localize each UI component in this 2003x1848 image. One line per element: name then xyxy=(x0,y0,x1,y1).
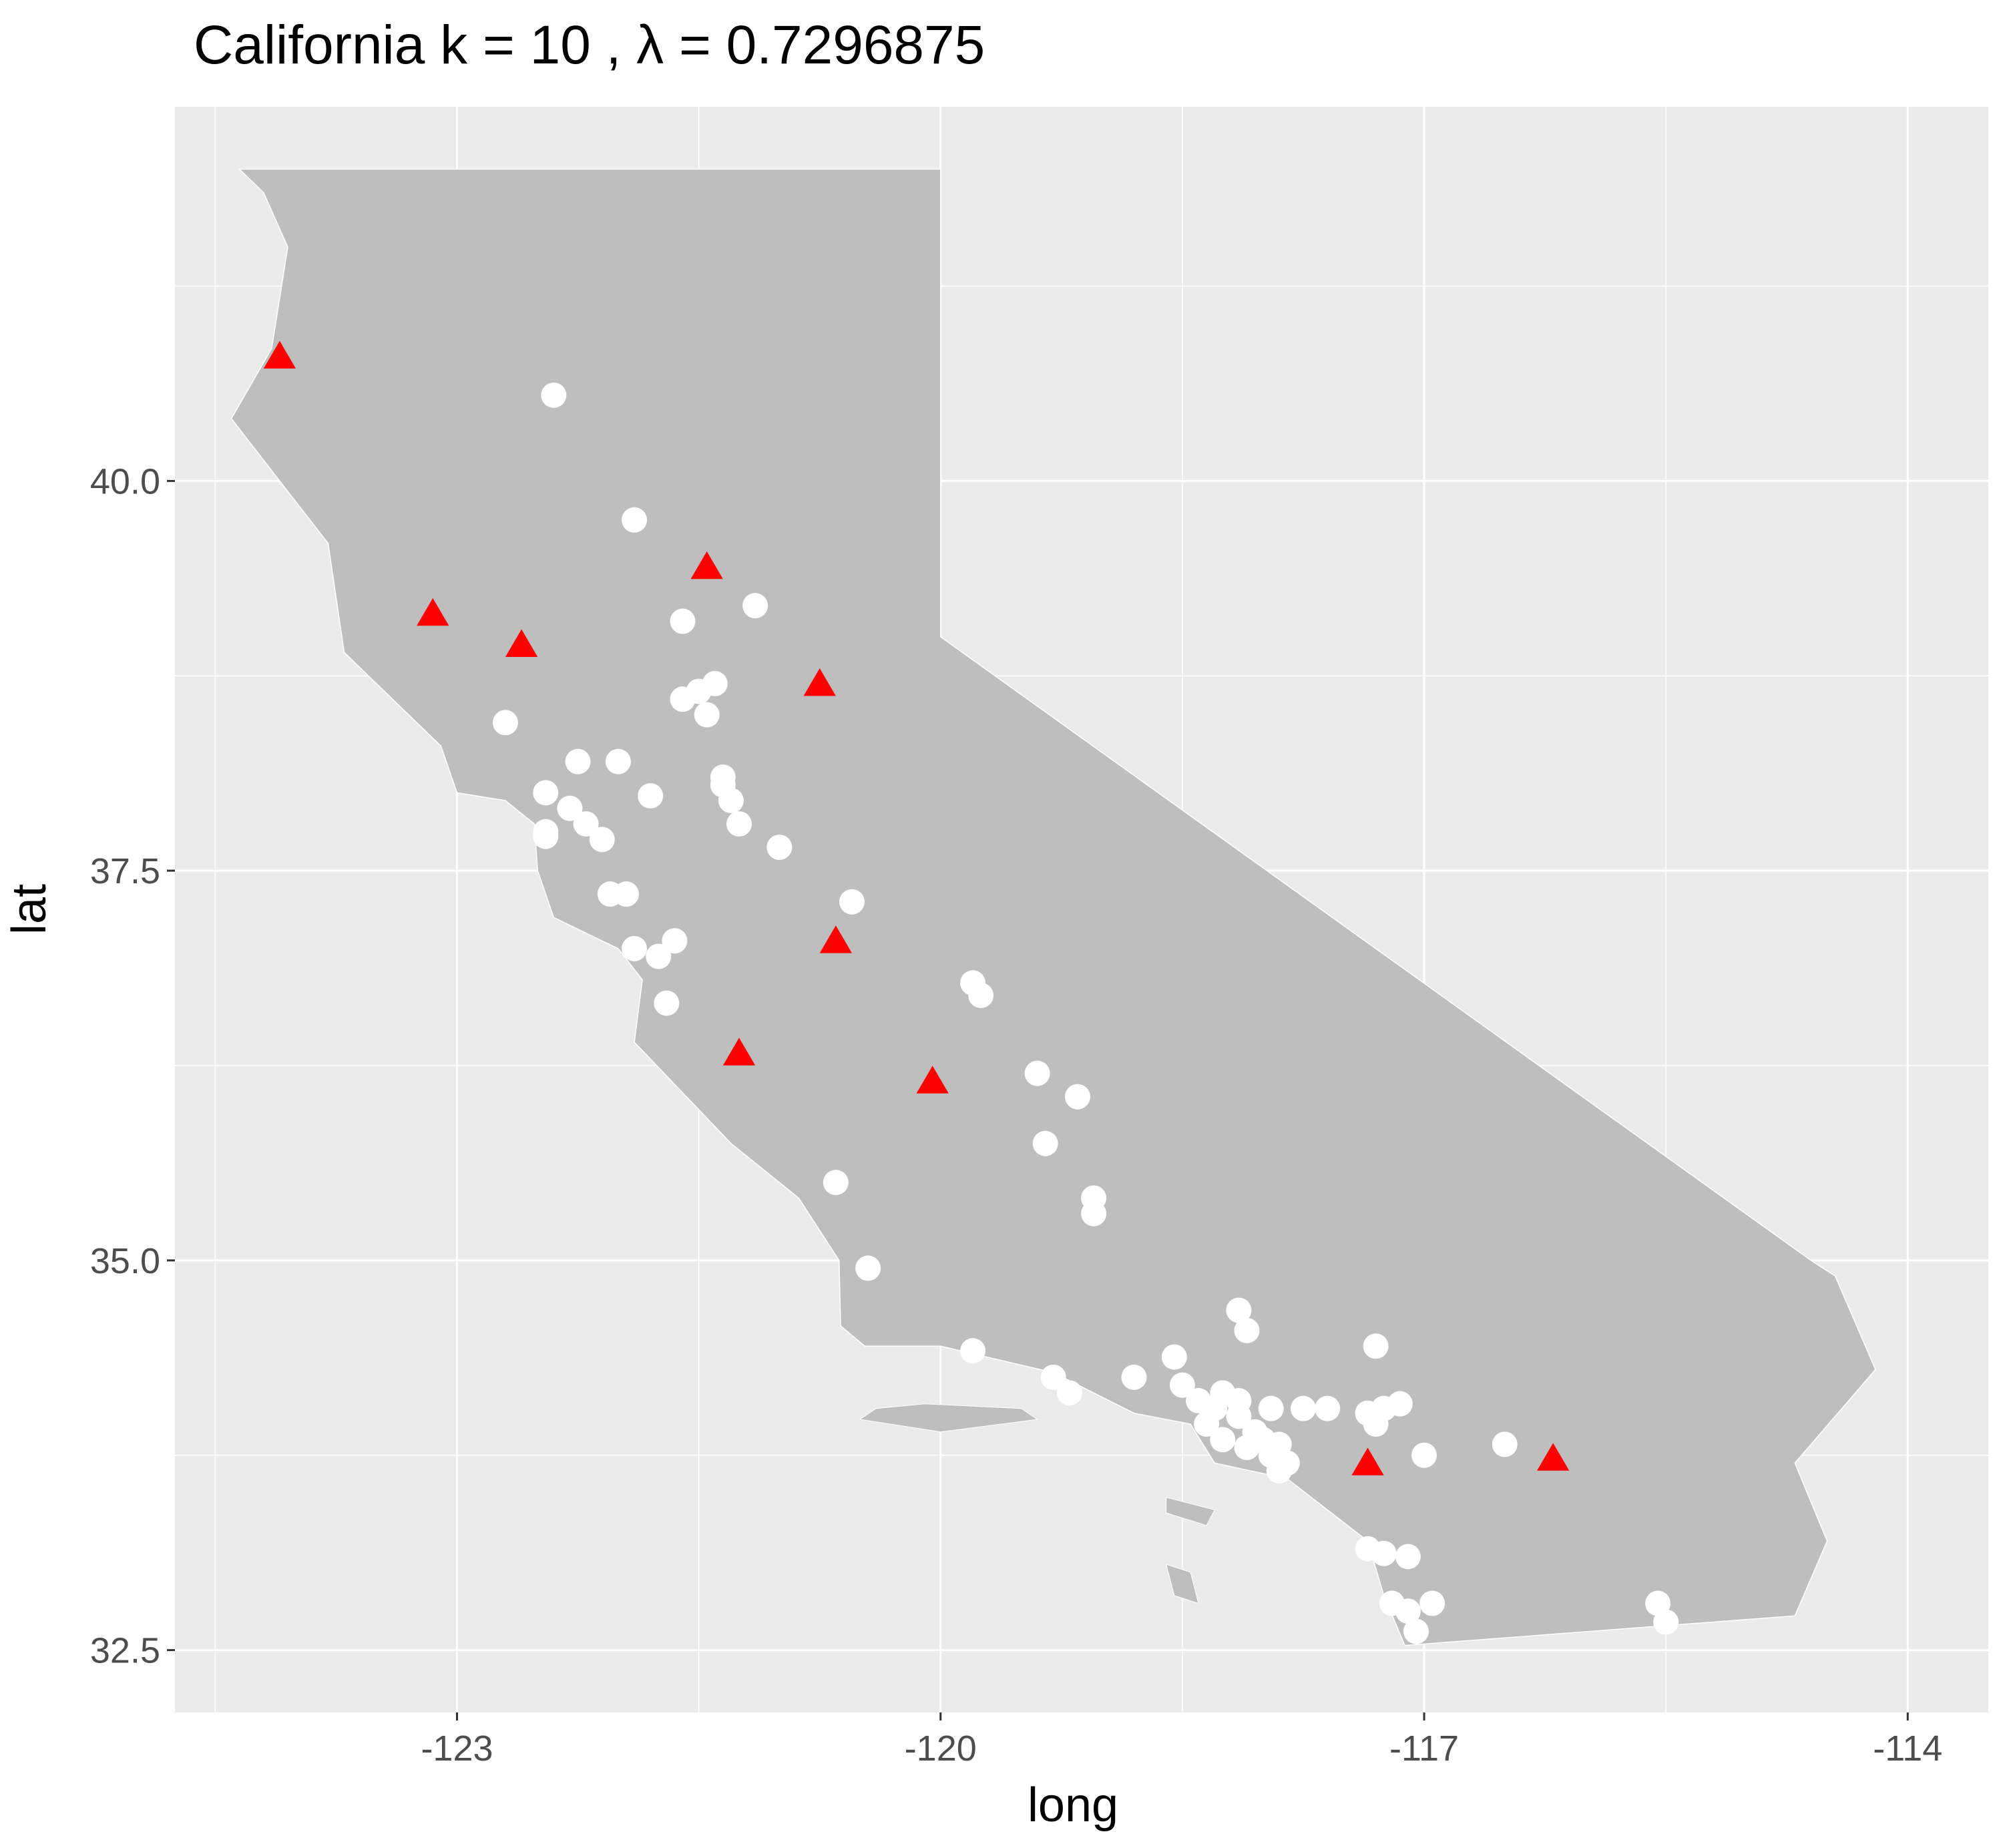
california-map xyxy=(230,168,1876,1646)
y-tick-label: 37.5 xyxy=(90,851,160,891)
island-shape xyxy=(1166,1497,1215,1526)
island-shape xyxy=(859,1403,1038,1433)
store-location-point xyxy=(710,764,736,790)
store-location-point xyxy=(613,881,639,907)
store-location-point xyxy=(742,593,768,619)
store-location-point xyxy=(960,1338,986,1364)
store-location-point xyxy=(1403,1618,1429,1644)
state-outline xyxy=(230,168,1876,1646)
store-location-point xyxy=(1290,1395,1316,1421)
chart-title: California k = 10 , λ = 0.7296875 xyxy=(194,15,985,75)
store-location-point xyxy=(1266,1431,1292,1457)
store-location-point xyxy=(589,827,615,853)
store-location-point xyxy=(1169,1372,1195,1398)
facility-triangle-point xyxy=(722,1037,756,1066)
store-location-point xyxy=(1266,1458,1292,1484)
store-location-point xyxy=(1653,1609,1679,1635)
store-location-point xyxy=(573,811,599,837)
facility-triangle-point xyxy=(505,629,538,657)
island-shape xyxy=(1165,1564,1199,1604)
store-location-point xyxy=(1194,1411,1220,1437)
store-location-point xyxy=(1395,1598,1421,1624)
store-location-point xyxy=(654,990,680,1016)
facility-triangle-point xyxy=(1537,1443,1570,1471)
store-location-point xyxy=(823,1170,849,1196)
store-location-point xyxy=(1081,1200,1107,1226)
store-location-point xyxy=(622,507,648,533)
facility-triangle-point xyxy=(417,598,449,626)
store-location-point xyxy=(1387,1391,1413,1417)
x-tick-label: -123 xyxy=(421,1728,493,1769)
store-location-point xyxy=(1363,1333,1389,1359)
facility-triangle-point xyxy=(263,340,296,369)
y-axis-ticks: 32.5 35.0 37.5 40.0 xyxy=(90,461,175,1671)
facility-triangle-point xyxy=(690,551,723,580)
x-tick-label: -117 xyxy=(1389,1728,1459,1769)
store-location-point xyxy=(726,811,752,837)
x-axis-ticks: -123 -120 -117 -114 xyxy=(421,1712,1942,1769)
store-location-point xyxy=(1161,1344,1187,1370)
store-location-point xyxy=(557,795,583,821)
store-location-point xyxy=(968,982,994,1008)
store-location-point xyxy=(1315,1395,1341,1421)
store-location-point xyxy=(1064,1084,1090,1110)
store-location-point xyxy=(662,928,688,954)
store-location-point xyxy=(638,783,664,809)
store-location-point xyxy=(1371,1540,1397,1566)
store-location-point xyxy=(605,748,631,774)
store-location-point xyxy=(1363,1411,1389,1437)
store-location-point xyxy=(1056,1380,1082,1406)
store-location-point xyxy=(1210,1427,1236,1453)
x-tick-label: -114 xyxy=(1873,1728,1942,1769)
x-axis-title: long xyxy=(1028,1779,1118,1832)
store-location-point xyxy=(1121,1364,1147,1390)
y-tick-label: 35.0 xyxy=(90,1241,160,1281)
x-tick-label: -120 xyxy=(905,1728,977,1769)
store-location-point xyxy=(533,780,559,806)
store-location-point xyxy=(1419,1590,1445,1616)
store-location-point xyxy=(718,788,744,814)
store-location-point xyxy=(839,889,865,915)
store-location-point xyxy=(1395,1544,1421,1570)
store-location-point xyxy=(1040,1364,1066,1390)
store-location-point xyxy=(1411,1442,1437,1468)
store-location-point xyxy=(1024,1060,1050,1086)
store-location-point xyxy=(565,748,591,774)
store-location-point xyxy=(1032,1130,1058,1156)
store-location-point xyxy=(1210,1380,1236,1406)
facility-triangle-point xyxy=(819,925,852,953)
store-location-point xyxy=(670,608,696,634)
facility-triangle-point xyxy=(1351,1447,1384,1475)
store-location-point xyxy=(1234,1317,1260,1343)
y-axis-title: lat xyxy=(3,884,56,935)
store-location-point xyxy=(1258,1395,1284,1421)
store-location-point xyxy=(855,1255,881,1281)
store-location-point xyxy=(1492,1431,1518,1457)
data-points xyxy=(263,340,1679,1644)
store-location-point xyxy=(1226,1297,1252,1323)
store-location-point xyxy=(622,935,648,961)
store-location-point xyxy=(702,670,728,696)
facility-triangle-point xyxy=(916,1066,949,1094)
y-tick-label: 32.5 xyxy=(90,1631,160,1671)
store-location-point xyxy=(533,823,559,849)
store-location-point xyxy=(766,835,793,861)
store-location-point xyxy=(646,943,672,969)
store-location-point xyxy=(541,382,567,408)
store-location-point xyxy=(694,702,720,728)
store-location-point xyxy=(492,710,518,736)
y-tick-label: 40.0 xyxy=(90,461,160,501)
facility-triangle-point xyxy=(803,668,836,696)
